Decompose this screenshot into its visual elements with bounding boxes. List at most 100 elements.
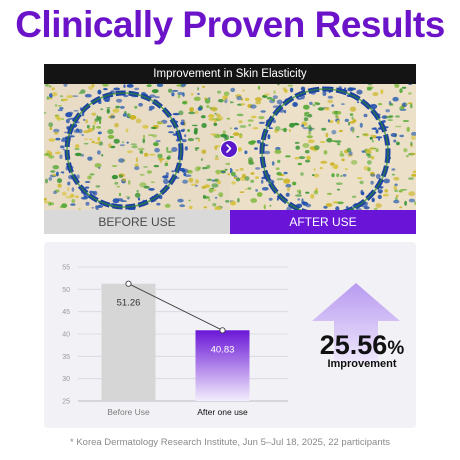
skin-texture-dot: [137, 197, 141, 201]
skin-texture-dot: [285, 155, 291, 158]
skin-texture-dot: [340, 175, 343, 177]
y-tick-label: 25: [62, 399, 70, 406]
skin-texture-dot: [329, 120, 334, 124]
skin-texture-dot: [394, 183, 398, 187]
skin-texture-dot: [285, 192, 290, 197]
skin-texture-dot: [146, 84, 152, 87]
skin-texture-dot: [214, 112, 217, 115]
skin-texture-dot: [222, 96, 227, 102]
skin-texture-dot: [197, 166, 202, 170]
skin-texture-dot: [80, 89, 86, 94]
skin-texture-dot: [255, 189, 258, 192]
skin-texture-dot: [134, 87, 140, 91]
skin-texture-dot: [97, 89, 102, 95]
skin-texture-dot: [150, 126, 157, 130]
skin-texture-dot: [330, 140, 338, 142]
skin-texture-dot: [194, 110, 199, 114]
skin-texture-dot: [57, 109, 63, 112]
skin-texture-dot: [335, 206, 340, 210]
skin-texture-dot: [224, 168, 228, 171]
skin-texture-dot: [54, 131, 59, 135]
skin-texture-dot: [148, 188, 155, 191]
skin-texture-dot: [240, 103, 246, 106]
skin-texture-dot: [87, 175, 92, 180]
skin-texture-dot: [219, 195, 223, 198]
skin-texture-dot: [239, 191, 245, 193]
skin-texture-dot: [120, 200, 127, 202]
skin-texture-dot: [172, 112, 180, 116]
skin-texture-dot: [64, 131, 68, 134]
skin-texture-dot: [188, 111, 196, 115]
skin-texture-dot: [271, 98, 276, 102]
skin-texture-dot: [230, 136, 235, 138]
skin-texture-dot: [67, 111, 74, 115]
skin-texture-dot: [98, 167, 101, 169]
skin-texture-dot: [271, 161, 275, 166]
skin-texture-dot: [412, 170, 416, 174]
skin-texture-dot: [375, 136, 383, 139]
skin-texture-dot: [213, 189, 217, 192]
skin-texture-dot: [54, 114, 59, 117]
skin-texture-dot: [297, 162, 302, 166]
skin-texture-dot: [230, 171, 236, 177]
skin-texture-dot: [323, 150, 328, 155]
skin-texture-dot: [167, 155, 171, 160]
skin-texture-dot: [385, 109, 390, 113]
skin-texture-dot: [191, 124, 198, 127]
skin-texture-dot: [345, 206, 349, 209]
skin-texture-dot: [370, 156, 375, 160]
skin-texture-dot: [252, 127, 259, 130]
skin-texture-dot: [356, 89, 363, 95]
skin-texture-dot: [304, 112, 308, 117]
skin-texture-dot: [187, 129, 191, 132]
skin-texture-dot: [373, 207, 378, 210]
skin-texture-dot: [231, 181, 236, 185]
trend-line: [128, 283, 223, 331]
skin-texture-dot: [197, 92, 200, 96]
skin-texture-dot: [200, 115, 206, 119]
skin-texture-dot: [211, 179, 215, 182]
skin-texture-dot: [393, 185, 397, 190]
skin-texture-dot: [157, 153, 163, 159]
improvement-value: 25.56%: [308, 330, 416, 361]
skin-texture-dot: [256, 139, 261, 144]
skin-texture-dot: [179, 204, 186, 208]
skin-texture-dot: [84, 138, 88, 141]
skin-texture-dot: [276, 99, 283, 105]
skin-texture-dot: [129, 115, 137, 120]
skin-texture-dot: [71, 95, 79, 97]
skin-texture-dot: [53, 190, 57, 195]
skin-texture-dot: [81, 134, 85, 136]
skin-texture-dot: [230, 101, 234, 104]
skin-texture-dot: [101, 153, 104, 157]
skin-texture-dot: [156, 84, 164, 88]
skin-texture-dot: [151, 89, 159, 94]
skin-texture-dot: [55, 171, 59, 177]
skin-texture-dot: [142, 138, 146, 144]
skin-texture-dot: [258, 116, 265, 120]
skin-texture-dot: [244, 150, 248, 155]
skin-texture-dot: [336, 111, 342, 115]
skin-texture-dot: [375, 148, 379, 153]
skin-texture-dot: [313, 145, 320, 151]
skin-texture-dot: [351, 116, 354, 120]
improvement-number: 25.56: [319, 330, 388, 360]
skin-texture-dot: [226, 117, 230, 120]
skin-texture-dot: [327, 99, 334, 104]
skin-texture-dot: [48, 138, 56, 142]
skin-texture-dot: [148, 153, 156, 156]
skin-texture-dot: [237, 197, 240, 203]
skin-texture-dot: [223, 91, 230, 96]
skin-texture-dot: [122, 178, 127, 182]
skin-texture-dot: [385, 115, 393, 119]
skin-texture-dot: [112, 198, 120, 204]
skin-texture-dot: [54, 151, 61, 155]
skin-texture-dot: [351, 195, 357, 198]
y-tick-label: 35: [62, 354, 70, 361]
skin-texture-dot: [97, 150, 101, 155]
skin-texture-dot: [166, 147, 169, 151]
skin-texture-dot: [210, 106, 218, 112]
skin-texture-dot: [106, 107, 111, 109]
skin-texture-dot: [309, 101, 313, 105]
skin-texture-dot: [284, 109, 287, 114]
